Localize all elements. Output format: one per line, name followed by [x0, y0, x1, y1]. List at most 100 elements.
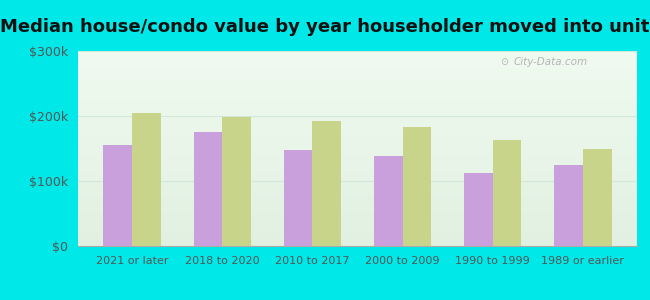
Bar	[78, 224, 637, 226]
Bar	[78, 197, 637, 199]
Bar	[78, 184, 637, 185]
Bar	[78, 68, 637, 70]
Bar	[78, 110, 637, 111]
Bar	[78, 61, 637, 63]
Bar	[78, 244, 637, 246]
Bar	[464, 173, 493, 246]
Bar	[78, 164, 637, 166]
Bar	[78, 145, 637, 146]
Bar	[78, 139, 637, 141]
Bar	[103, 145, 132, 246]
Bar	[78, 84, 637, 86]
Bar	[78, 154, 637, 156]
Bar	[78, 123, 637, 125]
Bar	[78, 213, 637, 215]
Bar	[78, 176, 637, 178]
Bar	[78, 98, 637, 100]
Bar	[78, 190, 637, 191]
Text: Median house/condo value by year householder moved into unit: Median house/condo value by year househo…	[0, 18, 650, 36]
Bar	[78, 166, 637, 168]
Bar	[78, 59, 637, 61]
Bar	[78, 76, 637, 78]
Bar	[78, 127, 637, 129]
Bar	[78, 82, 637, 84]
Bar	[402, 127, 432, 246]
Bar	[78, 131, 637, 133]
Bar	[78, 215, 637, 217]
Bar	[78, 116, 637, 117]
Bar	[78, 182, 637, 184]
Bar	[78, 195, 637, 197]
Bar	[78, 178, 637, 180]
Bar	[78, 92, 637, 94]
Bar	[493, 140, 521, 246]
Bar	[78, 242, 637, 244]
Bar	[78, 78, 637, 80]
Bar	[78, 152, 637, 154]
Bar	[78, 232, 637, 234]
Bar	[78, 185, 637, 188]
Bar	[78, 223, 637, 224]
Bar	[78, 147, 637, 148]
Bar	[78, 236, 637, 238]
Bar	[78, 220, 637, 223]
Bar	[222, 117, 251, 246]
Bar	[194, 132, 222, 246]
Bar	[78, 80, 637, 82]
Bar	[78, 63, 637, 64]
Bar	[78, 240, 637, 242]
Bar	[283, 150, 313, 246]
Bar	[78, 53, 637, 55]
Bar	[78, 162, 637, 164]
Bar	[78, 230, 637, 232]
Bar	[78, 172, 637, 174]
Bar	[78, 156, 637, 158]
Bar	[78, 117, 637, 119]
Bar	[78, 67, 637, 68]
Bar	[78, 226, 637, 229]
Bar	[78, 217, 637, 219]
Bar	[78, 180, 637, 182]
Bar	[78, 100, 637, 102]
Bar	[554, 165, 583, 246]
Bar	[78, 174, 637, 176]
Bar	[78, 125, 637, 127]
Bar	[78, 201, 637, 203]
Bar	[78, 148, 637, 150]
Bar	[78, 133, 637, 135]
Bar	[78, 94, 637, 96]
Bar	[78, 135, 637, 137]
Bar	[78, 150, 637, 152]
Bar	[78, 170, 637, 172]
Bar	[78, 88, 637, 90]
Bar	[374, 156, 402, 246]
Bar	[78, 51, 637, 53]
Bar	[78, 193, 637, 195]
Bar	[78, 64, 637, 67]
Bar	[78, 55, 637, 57]
Bar	[78, 158, 637, 160]
Bar	[78, 113, 637, 115]
Bar	[78, 207, 637, 209]
Bar	[132, 113, 161, 246]
Bar	[78, 141, 637, 142]
Bar	[313, 121, 341, 246]
Bar	[78, 57, 637, 59]
Bar	[78, 219, 637, 221]
Bar	[78, 203, 637, 205]
Text: ⊙: ⊙	[500, 57, 508, 67]
Bar	[78, 90, 637, 92]
Bar	[78, 143, 637, 145]
Bar	[78, 96, 637, 98]
Bar	[78, 86, 637, 88]
Bar	[78, 205, 637, 207]
Bar	[78, 74, 637, 76]
Bar	[78, 160, 637, 162]
Bar	[78, 121, 637, 123]
Bar	[78, 129, 637, 131]
Text: City-Data.com: City-Data.com	[514, 57, 588, 67]
Bar	[78, 137, 637, 139]
Bar	[78, 234, 637, 236]
Bar	[78, 106, 637, 107]
Bar	[78, 104, 637, 106]
